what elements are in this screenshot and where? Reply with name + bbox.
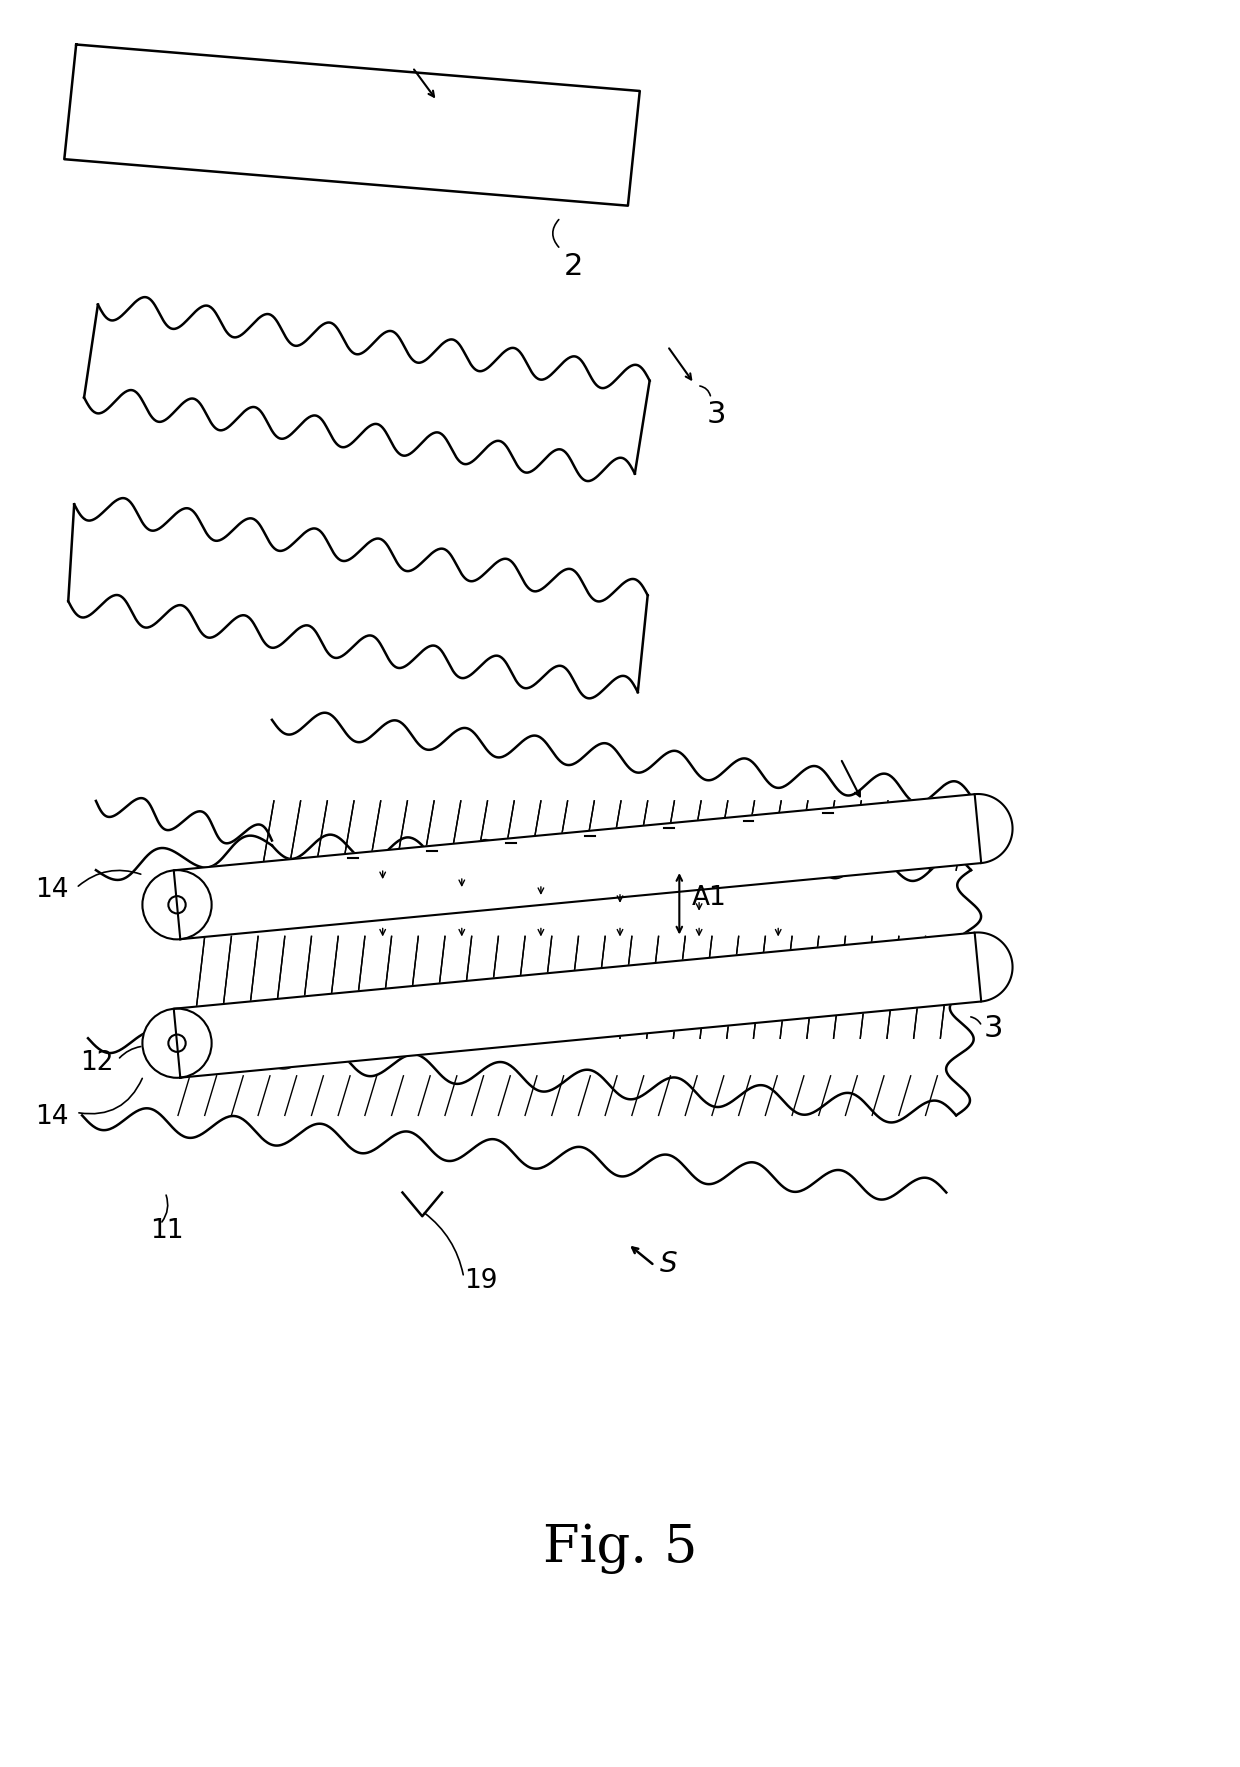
Text: 12: 12 [81, 1050, 114, 1076]
Circle shape [143, 1009, 212, 1078]
Text: 14: 14 [35, 1104, 68, 1131]
Text: 19: 19 [464, 1267, 497, 1293]
Text: 2: 2 [564, 253, 583, 281]
Text: 11: 11 [150, 1217, 184, 1244]
Text: A1: A1 [692, 885, 727, 910]
Polygon shape [174, 933, 981, 1078]
Text: 14: 14 [35, 876, 68, 903]
Text: Fig. 5: Fig. 5 [543, 1523, 697, 1574]
Text: S: S [660, 1249, 677, 1278]
Text: 3: 3 [983, 1014, 1003, 1043]
Text: 3: 3 [707, 401, 727, 429]
Polygon shape [174, 793, 981, 940]
Circle shape [143, 869, 212, 940]
